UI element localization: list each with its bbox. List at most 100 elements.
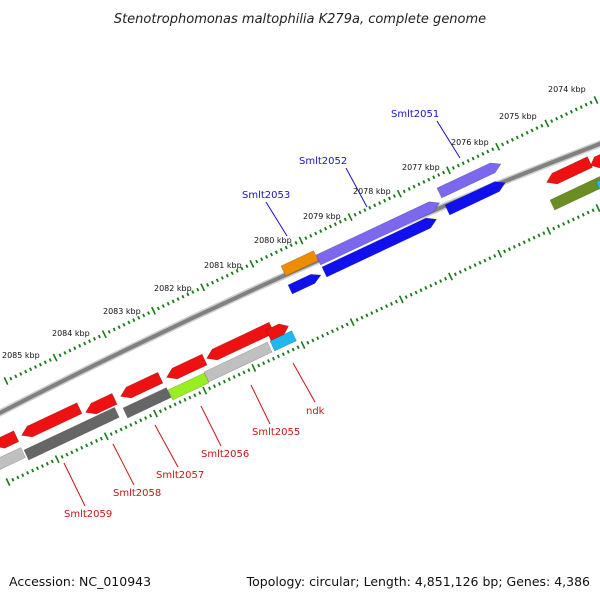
scale-dot — [119, 427, 123, 432]
outer-scale-track — [3, 96, 599, 385]
gene-feature-smlt2052[interactable] — [315, 201, 441, 266]
scale-dot — [507, 247, 512, 251]
scale-dot — [240, 266, 244, 271]
scale-dot — [564, 112, 569, 116]
kbp-labels: 2074 kbp 2075 kbp 2076 kbp 2077 kbp 2078… — [2, 85, 586, 360]
scale-dot — [439, 279, 443, 283]
scale-dot — [188, 395, 192, 400]
gene-feature-blue-1[interactable] — [321, 217, 438, 278]
gene-feature-red-c[interactable] — [120, 371, 164, 399]
gene-features — [0, 152, 600, 473]
scale-dot — [552, 226, 556, 231]
scale-major-tick — [593, 96, 599, 104]
gene-feature-red-b[interactable] — [166, 353, 208, 380]
gene-feature-smlt2051[interactable] — [436, 162, 502, 199]
scale-dot — [60, 455, 64, 459]
scale-major-tick — [300, 341, 306, 349]
scale-dot — [147, 311, 151, 315]
gene-feature-blue-3[interactable] — [287, 274, 322, 295]
gene-feature-red-right-2[interactable] — [590, 152, 600, 169]
scale-dot — [407, 187, 411, 191]
leader-smlt2057 — [154, 424, 179, 468]
gene-label-smlt2056[interactable]: Smlt2056 — [201, 449, 249, 460]
gene-label-smlt2053[interactable]: Smlt2053 — [242, 190, 290, 201]
scale-major-tick — [544, 119, 550, 128]
scale-dot — [412, 184, 416, 189]
scale-dot — [417, 182, 421, 187]
gene-feature-blue-2[interactable] — [444, 181, 506, 216]
scale-dot — [304, 236, 308, 240]
kbp-label: 2077 kbp — [402, 163, 440, 172]
scale-dot — [442, 170, 446, 175]
scale-dot — [463, 267, 467, 272]
gene-feature-smlt2058[interactable] — [23, 407, 120, 461]
scale-dot — [571, 217, 575, 222]
scale-dot — [242, 370, 246, 375]
scale-dot — [210, 280, 215, 285]
scale-dot — [343, 217, 347, 222]
gene-feature-red-f[interactable] — [0, 430, 20, 449]
gene-feature-red-e[interactable] — [21, 402, 83, 438]
scale-dot — [537, 233, 541, 238]
gene-label-smlt2059[interactable]: Smlt2059 — [64, 509, 112, 520]
gene-feature-cyan-right[interactable] — [595, 178, 600, 190]
scale-dot — [309, 234, 313, 238]
gene-feature-red-a[interactable] — [206, 321, 275, 361]
gene-feature-smlt2055[interactable] — [203, 341, 273, 383]
scale-major-tick — [546, 226, 552, 235]
scale-dot — [38, 362, 42, 367]
scale-dot — [220, 276, 224, 280]
leader-smlt2056 — [200, 405, 222, 447]
scale-dot — [422, 180, 426, 184]
scale-dot — [581, 213, 585, 217]
gene-label-smlt2051[interactable]: Smlt2051 — [391, 109, 439, 120]
scale-dot — [550, 119, 554, 123]
inner-scale-track — [5, 204, 600, 486]
scale-major-tick — [249, 259, 255, 268]
gene-label-ndk[interactable]: ndk — [306, 406, 325, 417]
gene-feature-red-d[interactable] — [85, 393, 118, 415]
scale-dot — [129, 423, 133, 427]
gene-feature-smlt2056[interactable] — [167, 372, 210, 401]
scale-dot — [456, 163, 460, 168]
gene-feature-olive[interactable] — [549, 174, 600, 211]
scale-dot — [83, 341, 87, 346]
scale-dot — [48, 358, 52, 362]
scale-dot — [471, 156, 475, 161]
gene-feature-smlt2059[interactable] — [0, 447, 26, 473]
gene-feature-ndk[interactable] — [269, 330, 297, 352]
scale-dot — [127, 320, 131, 325]
scale-dot — [94, 439, 99, 443]
scale-dot — [9, 376, 13, 381]
scale-dot — [90, 441, 94, 445]
scale-major-tick — [251, 363, 257, 372]
gene-feature-smlt2053[interactable] — [280, 250, 319, 277]
gene-feature-red-g[interactable] — [265, 323, 289, 342]
scale-major-tick — [497, 249, 503, 258]
scale-dot — [186, 292, 190, 297]
gene-feature-smlt2057[interactable] — [122, 387, 172, 419]
scale-dot — [385, 304, 389, 308]
scale-dot — [409, 292, 413, 297]
scale-major-tick — [3, 377, 9, 385]
scale-dot — [144, 416, 148, 420]
gene-label-smlt2058[interactable]: Smlt2058 — [113, 488, 161, 499]
scale-dot — [269, 252, 274, 257]
leader-smlt2053 — [265, 201, 288, 237]
gene-label-smlt2055[interactable]: Smlt2055 — [252, 427, 300, 438]
scale-major-tick — [396, 189, 402, 198]
gene-label-smlt2052[interactable]: Smlt2052 — [299, 156, 347, 167]
scale-dot — [486, 149, 490, 154]
scale-dot — [225, 273, 229, 278]
kbp-label: 2080 kbp — [254, 236, 292, 245]
scale-dot — [365, 313, 369, 318]
scale-dot — [132, 318, 136, 322]
kbp-label: 2078 kbp — [353, 187, 391, 196]
scale-dot — [29, 367, 33, 372]
gene-label-smlt2057[interactable]: Smlt2057 — [156, 470, 204, 481]
gene-feature-red-right[interactable] — [546, 156, 593, 185]
scale-dot — [404, 295, 408, 299]
scale-dot — [373, 203, 377, 208]
scale-dot — [235, 269, 239, 273]
scale-dot — [560, 114, 564, 119]
